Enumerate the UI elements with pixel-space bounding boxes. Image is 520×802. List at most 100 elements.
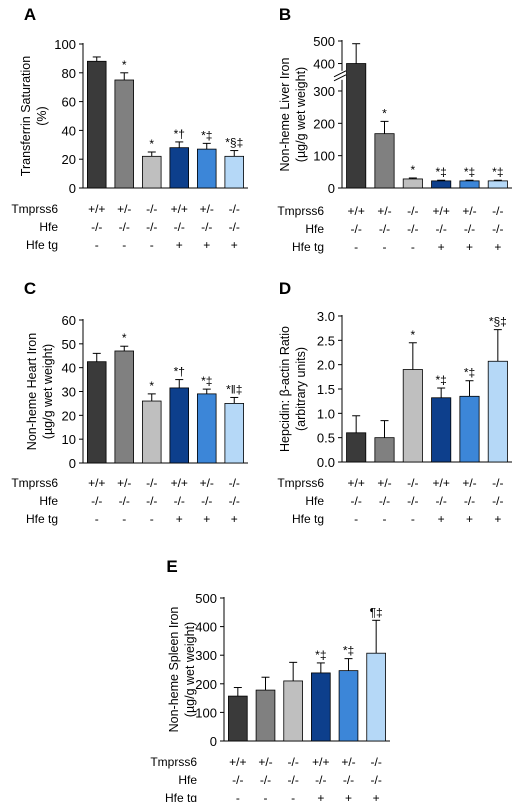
y-axis-label: Transferrin Saturation [19,56,33,176]
genotype-value: + [203,238,210,252]
genotype-value: +/+ [171,476,188,490]
genotype-value: +/- [258,755,272,769]
bar [114,350,135,464]
y-tick-label: 20 [62,408,76,423]
genotype-value: -/- [464,222,475,236]
genotype-value: -/- [436,222,447,236]
genotype-value: - [383,512,387,526]
genotype-value: - [95,512,99,526]
bar [196,148,217,189]
y-tick-label: 1.0 [317,406,335,421]
y-tick-label: 200 [195,677,217,692]
genotype-value: -/- [119,220,130,234]
genotype-value: +/- [200,476,214,490]
genotype-value: -/- [146,202,157,216]
significance-label: * [149,137,154,151]
bar [311,672,331,742]
significance-label: *‡ [343,644,354,658]
genotype-value: - [95,238,99,252]
significance-label: *§‡ [225,136,243,150]
genotype-value: -/- [407,222,418,236]
bar [228,695,248,742]
genotype-value: + [231,512,238,526]
significance-label: * [410,328,415,342]
significance-label: * [122,58,127,72]
y-axis-label: (µg/g wet weight) [41,344,55,439]
genotype-value: +/+ [432,204,449,218]
genotype-value: -/- [232,773,243,787]
genotype-value: -/- [379,222,390,236]
genotype-row-label: Hfe tg [26,512,58,526]
genotype-value: +/- [117,476,131,490]
genotype-value: -/- [288,773,299,787]
y-tick-label: 3.0 [317,309,335,324]
genotype-value: - [411,512,415,526]
y-axis-label: (µg/g wet weight) [294,67,308,162]
significance-label: ¶‡ [370,605,383,619]
genotype-row-label: Tmprss6 [11,202,58,216]
y-tick-label: 0 [210,734,217,749]
y-tick-label: 10 [62,432,76,447]
genotype-row-label: Hfe [305,494,324,508]
genotype-value: +/- [341,755,355,769]
genotype-value: - [122,238,126,252]
genotype-value: +/- [117,202,131,216]
panel-letter: C [24,279,36,298]
bar [431,397,452,463]
y-axis-label: Hepcidin: β-actin Ratio [278,326,292,452]
genotype-row-label: Tmprss6 [11,476,58,490]
y-tick-label: 300 [313,84,335,99]
y-axis-label: Non-heme Spleen Iron [167,607,181,733]
y-tick-label: 0 [69,181,76,196]
significance-label: *† [174,365,185,379]
bar [374,133,395,189]
y-axis-label: Non-heme Heart Iron [25,333,39,450]
y-tick-label: 0 [328,181,335,196]
panel-letter: B [279,5,291,24]
bar [487,360,508,463]
genotype-value: + [317,791,324,802]
genotype-row-label: Tmprss6 [277,476,324,490]
genotype-value: + [176,238,183,252]
panel-E: E Non-heme Spleen Iron (µg/g wet weight) 0 1… [150,557,390,802]
y-tick-label: 60 [62,95,76,110]
significance-label: *† [174,127,185,141]
genotype-value: -/- [407,204,418,218]
significance-label: *‡ [435,165,446,179]
genotype-value: + [494,240,501,254]
y-tick-label: 50 [62,337,76,352]
genotype-value: -/- [174,494,185,508]
genotype-value: -/- [371,755,382,769]
genotype-row-label: Hfe tg [292,240,324,254]
bar [224,403,244,464]
genotype-value: -/- [146,494,157,508]
genotype-value: +/- [462,204,476,218]
genotype-value: - [150,512,154,526]
genotype-value: -/- [201,494,212,508]
bar [374,437,395,463]
bar [402,178,423,189]
genotype-row-label: Hfe [178,773,197,787]
significance-label: * [382,106,387,120]
genotype-value: -/- [119,494,130,508]
genotype-row-label: Hfe tg [26,238,58,252]
genotype-row-label: Tmprss6 [150,755,197,769]
significance-label: *‡ [435,373,446,387]
genotype-value: +/+ [88,476,105,490]
bar [87,60,107,189]
genotype-value: +/- [200,202,214,216]
bar [402,369,423,463]
genotype-row-label: Hfe [305,222,324,236]
genotype-value: - [354,512,358,526]
genotype-value: +/+ [347,204,364,218]
bar [224,155,244,189]
bar [169,387,189,464]
y-tick-label: 1.5 [317,382,335,397]
genotype-value: - [236,791,240,802]
y-tick-label: 30 [62,385,76,400]
genotype-row-label: Hfe tg [292,512,324,526]
genotype-value: + [466,240,473,254]
genotype-value: +/- [377,476,391,490]
bar [346,63,367,189]
genotype-value: -/- [146,476,157,490]
